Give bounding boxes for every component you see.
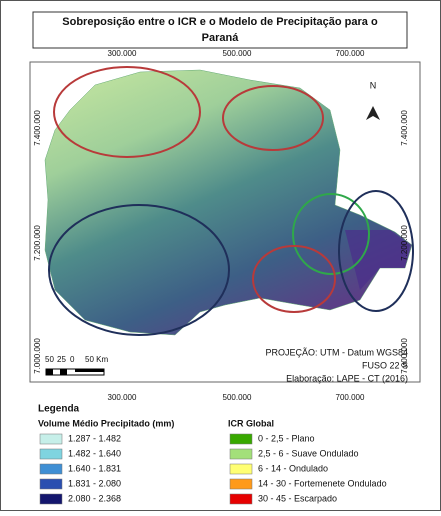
legend-label: 14 - 30 - Fortemenete Ondulado [258,478,387,488]
highlight-ellipse [53,66,201,158]
y-coord-label: 7.200.000 [33,225,42,261]
legend-label: 30 - 45 - Escarpado [258,493,337,503]
legend-swatch [229,448,253,460]
legend-label: 2,5 - 6 - Suave Ondulado [258,448,359,458]
x-coord-label: 700.000 [336,49,365,58]
x-coord-label: 300.000 [108,393,137,402]
x-coord-label: 500.000 [223,49,252,58]
coast-region [345,230,410,290]
highlight-ellipse [48,204,230,336]
y-coord-label: 7.000.000 [33,338,42,374]
legend-swatch [39,433,63,445]
map-info: FUSO 22 S [362,360,408,370]
legend-label: 1.482 - 1.640 [68,448,121,458]
map-info: Elaboração: LAPE - CT (2016) [286,373,408,383]
legend-label: 0 - 2,5 - Plano [258,433,315,443]
legend-group-title: ICR Global [228,418,274,428]
highlight-ellipse [292,193,370,275]
legend-swatch [39,478,63,490]
legend-swatch [229,433,253,445]
legend-title: Legenda [38,404,80,415]
title-line: Sobreposição entre o ICR e o Modelo de P… [62,16,378,28]
legend-label: 1.640 - 1.831 [68,463,121,473]
north-arrow: N [366,80,380,120]
highlight-ellipse [252,245,336,313]
x-coord-label: 500.000 [223,393,252,402]
x-coord-label: 700.000 [336,393,365,402]
north-label: N [370,80,377,90]
scale-label: 0 [70,355,75,364]
title-box [32,11,408,49]
y-coord-label: 7.400.000 [33,110,42,146]
highlight-ellipse [338,190,414,312]
legend-label: 6 - 14 - Ondulado [258,463,328,473]
legend-label: 2.080 - 2.368 [68,493,121,503]
y-coord-label: 7.400.000 [400,110,409,146]
scale-bar [45,368,105,376]
parana-map [44,69,413,336]
highlight-ellipse [222,85,324,151]
scale-label: 50 [45,355,54,364]
scale-label: 25 [57,355,66,364]
legend-swatch [39,463,63,475]
title-line: Paraná [202,32,240,44]
y-coord-label: 7.200.000 [400,225,409,261]
legend-swatch [39,448,63,460]
legend-swatch [39,493,63,505]
scale-label: 50 Km [85,355,108,364]
legend-swatch [229,493,253,505]
legend-group-title: Volume Médio Precipitado (mm) [38,418,174,428]
legend-swatch [229,463,253,475]
map-info: PROJEÇÃO: UTM - Datum WGS84 [265,347,408,357]
x-coord-label: 300.000 [108,49,137,58]
y-coord-label: 7.000.000 [400,338,409,374]
legend-swatch [229,478,253,490]
legend-label: 1.831 - 2.080 [68,478,121,488]
legend-label: 1.287 - 1.482 [68,433,121,443]
